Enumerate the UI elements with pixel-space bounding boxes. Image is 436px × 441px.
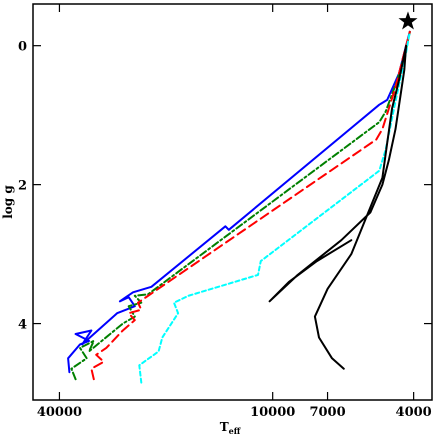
x-axis-title: Teff xyxy=(220,420,241,436)
series-layer xyxy=(67,30,411,384)
x-tick-label-0: 40000 xyxy=(37,405,82,420)
x-tick-label-2: 7000 xyxy=(309,405,345,420)
series-line-3 xyxy=(138,30,411,384)
series-line-4 xyxy=(268,44,408,370)
series-line-2 xyxy=(90,30,411,381)
series-line-0 xyxy=(67,30,411,374)
star-marker-0 xyxy=(398,11,418,30)
y-tick-label-1: 2 xyxy=(18,179,27,194)
series-line-1 xyxy=(70,30,411,381)
x-axis-title-main: T xyxy=(220,420,229,434)
y-axis-title: log g xyxy=(1,185,15,219)
plot-frame xyxy=(32,3,433,401)
x-tick-label-3: 4000 xyxy=(396,405,432,420)
x-tick-label-1: 10000 xyxy=(250,405,295,420)
x-axis-title-subscript: eff xyxy=(229,426,241,436)
marker-layer xyxy=(398,11,418,30)
y-tick-label-2: 4 xyxy=(18,318,27,333)
axis-ticks xyxy=(33,4,432,400)
y-tick-label-0: 0 xyxy=(18,40,27,55)
